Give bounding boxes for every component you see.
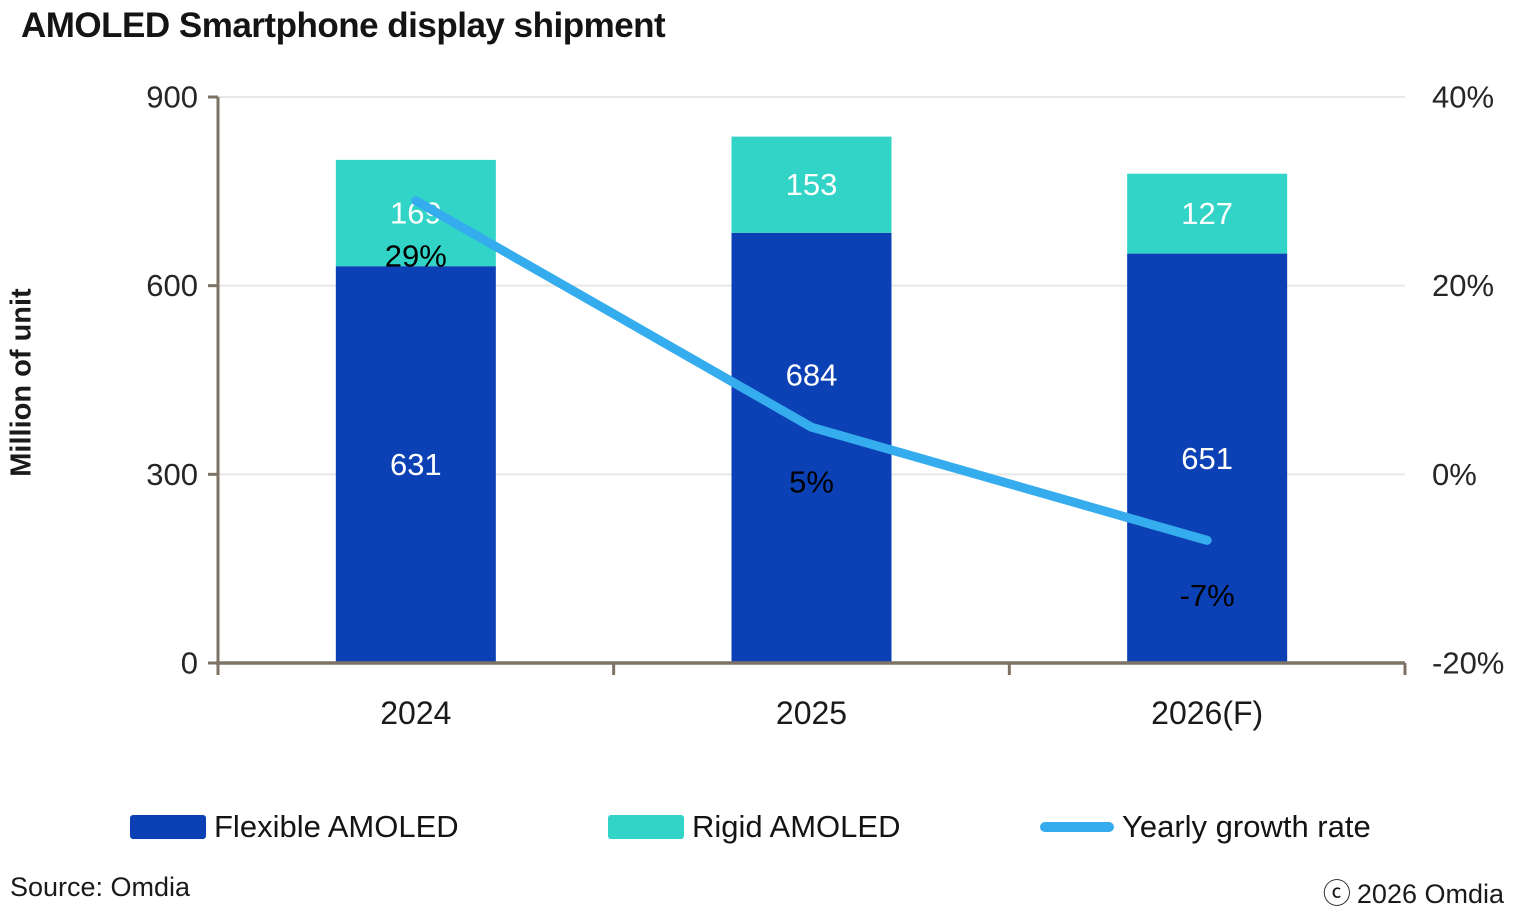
chart-legend: Flexible AMOLED Rigid AMOLED Yearly grow… (0, 806, 1530, 848)
bar-value-label-2026(F): 127 (1181, 196, 1233, 231)
shipment-chart-canvas: 63116968415365112729%5%-7%0300600900-20%… (146, 80, 1504, 732)
yearly-growth-rate-line (411, 196, 1212, 545)
growth-rate-line-swatch-icon (1040, 822, 1114, 832)
right-axis-tick-label: 40% (1432, 80, 1494, 115)
bar-value-label-2026(F): 651 (1181, 441, 1233, 476)
growth-rate-label-2026(F): -7% (1180, 578, 1235, 613)
category-label-2026(F): 2026(F) (1151, 695, 1263, 731)
category-label-2025: 2025 (776, 695, 847, 731)
y-axis-tick-label: 900 (146, 80, 198, 115)
y-axis-tick-label: 0 (181, 646, 198, 681)
bar-value-label-2024: 631 (390, 447, 442, 482)
right-axis-tick-label: 20% (1432, 268, 1494, 303)
y-axis-tick-label: 300 (146, 457, 198, 492)
right-axis-tick-label: -20% (1432, 646, 1504, 681)
flexible-amoled-swatch-icon (130, 815, 206, 839)
bar-value-label-2025: 684 (786, 358, 838, 393)
category-label-2024: 2024 (380, 695, 451, 731)
bar-segment-rigid-amoled-2025 (731, 136, 892, 233)
bar-segment-flexible-amoled-2025 (731, 232, 892, 663)
legend-item-yearly-growth-rate: Yearly growth rate (1040, 806, 1371, 848)
growth-rate-label-2024: 29% (385, 238, 447, 273)
right-axis-tick-label: 0% (1432, 457, 1477, 492)
legend-label: Flexible AMOLED (214, 809, 459, 844)
chart-title: AMOLED Smartphone display shipment (21, 6, 666, 45)
source-note: Source: Omdia (10, 872, 191, 902)
growth-rate-label-2025: 5% (789, 465, 834, 500)
bar-value-label-2025: 153 (786, 167, 838, 202)
legend-item-flexible-amoled: Flexible AMOLED (130, 806, 459, 848)
legend-item-rigid-amoled: Rigid AMOLED (608, 806, 900, 848)
rigid-amoled-swatch-icon (608, 815, 684, 839)
legend-label: Rigid AMOLED (692, 809, 901, 844)
copyright-text: 2026 Omdia (1356, 879, 1504, 909)
bar-segment-flexible-amoled-2024 (335, 266, 496, 663)
bar-segment-rigid-amoled-2026(F) (1127, 173, 1288, 254)
y-axis-tick-label: 600 (146, 268, 198, 303)
copyright-icon: ⓒ (1322, 878, 1351, 909)
bar-segment-flexible-amoled-2026(F) (1127, 253, 1288, 664)
bar-segment-rigid-amoled-2024 (335, 159, 496, 267)
copyright-note: ⓒ 2026 Omdia (1323, 872, 1504, 912)
legend-label: Yearly growth rate (1122, 809, 1371, 844)
